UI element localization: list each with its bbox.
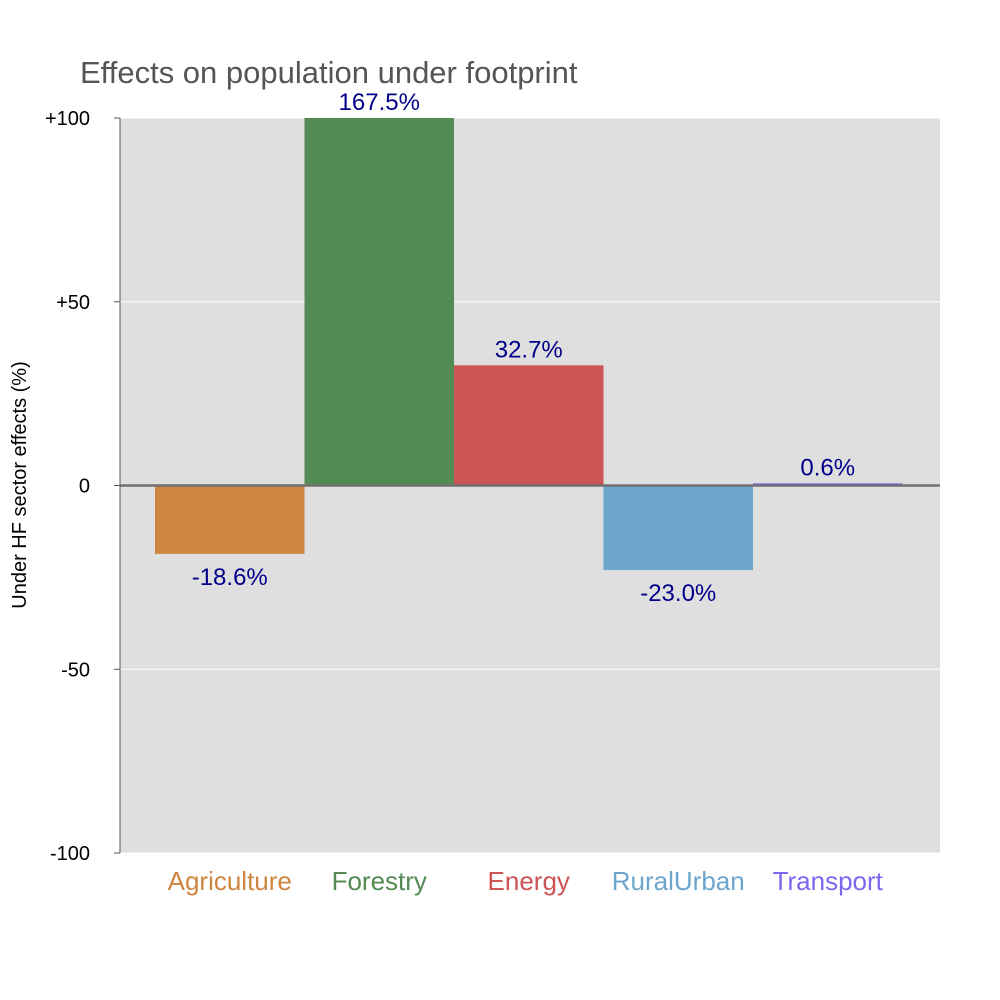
y-tick-label: -100 (50, 843, 90, 865)
value-label: 0.6% (800, 454, 855, 481)
y-axis-label: Under HF sector effects (%) (9, 361, 31, 608)
chart-title: Effects on population under footprint (80, 55, 578, 90)
value-label: -23.0% (640, 580, 716, 607)
category-label: Transport (773, 866, 884, 896)
value-label: -18.6% (192, 564, 268, 591)
y-tick-label: +50 (56, 292, 90, 314)
value-label: 167.5% (339, 89, 420, 116)
y-axis-ticks: +100 +50 0 -50 -100 (45, 108, 120, 865)
value-label: 32.7% (495, 336, 563, 363)
x-axis-categories: Agriculture Forestry Energy RuralUrban Trans… (168, 866, 884, 896)
bar-energy (454, 365, 604, 486)
category-label: RuralUrban (612, 866, 745, 896)
category-label: Energy (488, 866, 570, 896)
bars (155, 118, 903, 571)
value-labels: -18.6% 167.5% 32.7% -23.0% 0.6% (192, 89, 855, 607)
bar-agriculture (155, 485, 305, 554)
gridlines (120, 117, 940, 854)
y-tick-label: -50 (61, 659, 90, 681)
bar-ruralurban (603, 485, 753, 571)
category-label: Forestry (332, 866, 427, 896)
bar-forestry (304, 118, 454, 486)
y-tick-label: 0 (79, 476, 90, 498)
category-label: Agriculture (168, 866, 292, 896)
y-tick-label: +100 (45, 108, 90, 130)
